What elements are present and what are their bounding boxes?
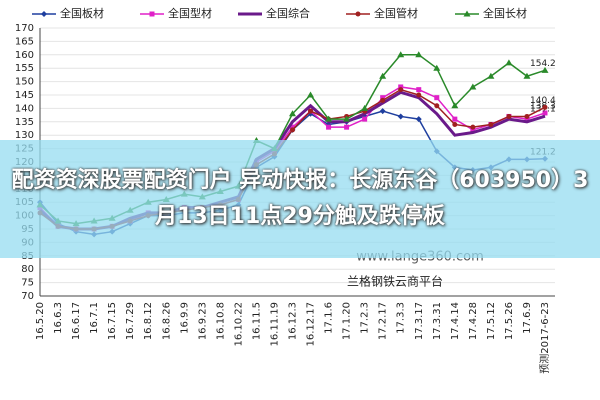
x-tick-label: 17.3.31 (432, 302, 443, 340)
point (506, 113, 512, 119)
y-tick-label: 80 (21, 264, 34, 275)
x-tick-label: 16.9.9 (179, 302, 190, 334)
point (149, 11, 155, 17)
point (470, 127, 476, 133)
y-tick-label: 70 (21, 291, 34, 302)
y-tick-label: 145 (15, 90, 34, 101)
point (542, 110, 548, 116)
banner-text: 配资资深股票配资门户 异动快报：长源东谷（603950）3月13日11点29分触… (11, 168, 589, 229)
point (289, 110, 296, 117)
point (361, 104, 369, 111)
point (379, 108, 386, 115)
x-tick-label: 17.5.26 (504, 302, 515, 340)
point (397, 113, 404, 120)
y-tick-label: 130 (15, 130, 34, 141)
point (326, 124, 332, 130)
y-tick-label: 135 (15, 117, 34, 128)
x-tick-label: 16.6.3 (53, 302, 64, 334)
legend-label: 全国长材 (483, 6, 527, 20)
x-tick-label: 16.9.23 (197, 302, 208, 340)
banner: 配资资深股票配资门户 异动快报：长源东谷（603950）3月13日11点29分触… (0, 140, 600, 258)
x-tick-label: 16.10.8 (215, 302, 226, 340)
point (290, 127, 295, 133)
data-label: 154.2 (530, 59, 556, 69)
point (397, 51, 405, 58)
legend-label: 全国综合 (266, 6, 310, 20)
point (463, 10, 471, 17)
x-tick-label: 17.3.17 (414, 302, 425, 340)
point (325, 115, 333, 122)
y-tick-label: 165 (15, 36, 34, 47)
point (434, 95, 440, 101)
watermark: 兰格钢铁云商平台 (347, 274, 443, 289)
point (505, 59, 513, 66)
y-tick-label: 150 (15, 77, 34, 88)
point (379, 72, 387, 79)
point (307, 91, 315, 98)
x-tick-label: 16.7.29 (125, 302, 136, 340)
legend-label: 全国板材 (60, 6, 104, 20)
y-tick-label: 155 (15, 63, 34, 74)
x-tick-label: 16.11.19 (269, 302, 280, 347)
point (541, 66, 549, 73)
point (523, 72, 531, 79)
x-tick-label: 16.7.1 (89, 302, 100, 334)
point (452, 121, 458, 127)
y-tick-label: 75 (21, 278, 34, 289)
point (290, 124, 295, 130)
point (343, 115, 351, 122)
point (355, 11, 361, 17)
point (398, 87, 404, 93)
x-tick-label: 16.7.15 (107, 302, 118, 340)
point (344, 124, 350, 130)
point (415, 51, 423, 58)
legend-label: 全国型材 (168, 6, 212, 20)
point (542, 104, 548, 110)
x-tick-label: 17.3.3 (396, 302, 407, 334)
x-tick-label: 17.2.3 (360, 302, 371, 334)
x-tick-label: 16.8.26 (161, 302, 172, 340)
point (416, 92, 422, 98)
x-tick-label: 17.5.12 (486, 302, 497, 340)
point (433, 64, 441, 71)
point (380, 97, 386, 103)
point (524, 116, 530, 122)
point (308, 108, 314, 114)
x-tick-label: 16.5.20 (35, 302, 46, 340)
x-tick-label: 17.4.28 (468, 302, 479, 340)
x-tick-label: 17.4.14 (450, 302, 461, 340)
x-tick-label: 16.8.12 (143, 302, 154, 340)
point (488, 121, 494, 127)
x-tick-label: 16.12.17 (306, 302, 317, 347)
x-tick-label: 17.1.6 (324, 302, 335, 334)
x-tick-label: 17.6.9 (522, 302, 533, 334)
legend-label: 全国管材 (374, 6, 418, 20)
x-tick-label: 16.11.5 (251, 302, 262, 340)
point (487, 72, 495, 79)
point (41, 11, 47, 17)
x-tick-label: 预测2017-6-23 (538, 302, 551, 374)
y-tick-label: 170 (15, 23, 34, 34)
x-tick-label: 16.6.17 (71, 302, 82, 340)
point (451, 102, 459, 109)
point (524, 113, 530, 119)
point (452, 116, 458, 122)
x-tick-label: 17.2.17 (378, 302, 389, 340)
y-tick-label: 140 (15, 103, 34, 114)
point (398, 84, 404, 90)
data-label: 137.1 (530, 105, 556, 115)
point (362, 116, 368, 122)
point (416, 87, 422, 93)
point (470, 124, 476, 130)
point (469, 83, 477, 90)
data-label: 140.4 (530, 96, 556, 106)
x-tick-label: 17.1.20 (342, 302, 353, 340)
y-tick-label: 160 (15, 50, 34, 61)
x-tick-label: 16.12.3 (288, 302, 299, 340)
point (434, 103, 440, 109)
point (380, 95, 386, 101)
x-tick-label: 16.10.22 (233, 302, 244, 347)
point (415, 116, 422, 123)
